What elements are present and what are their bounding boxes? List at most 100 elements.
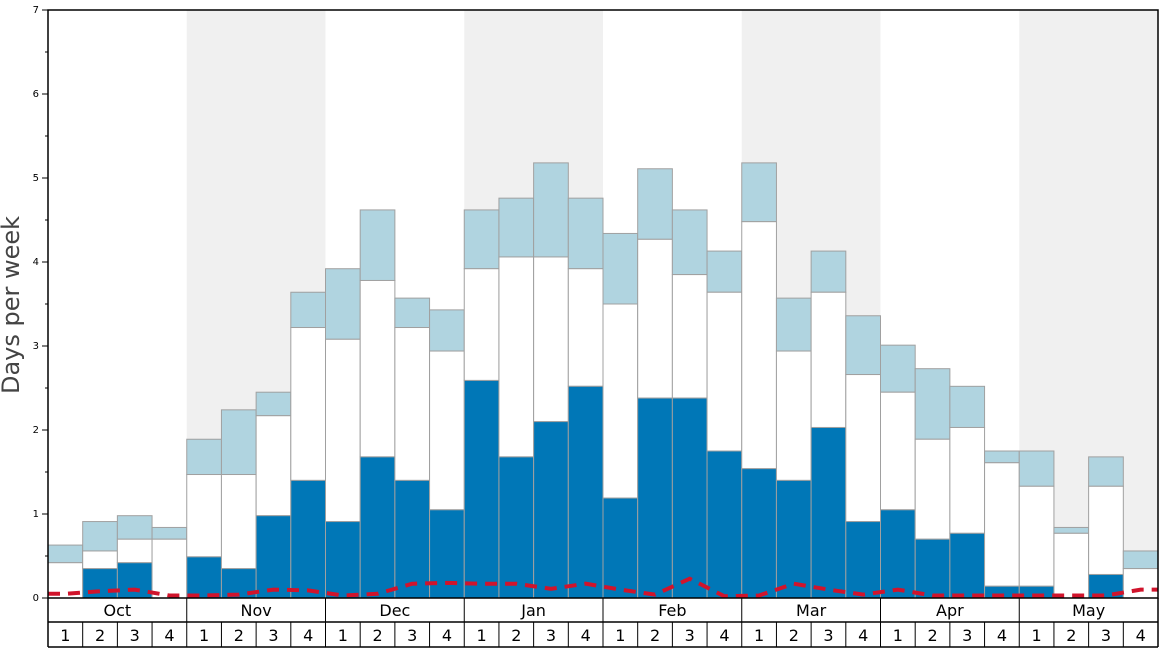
bar-light-segment <box>914 368 951 440</box>
bar-light-segment <box>533 162 569 258</box>
bar-dark-segment <box>775 479 812 599</box>
bar-light-segment <box>429 309 465 352</box>
month-label-nov: Nov <box>241 601 272 620</box>
bar-white-segment <box>706 291 743 452</box>
week-label: 3 <box>962 626 972 645</box>
y-tick-label: 5 <box>33 173 39 184</box>
bar-light-segment <box>567 197 604 270</box>
week-label: 2 <box>650 626 660 645</box>
week-label: 1 <box>60 626 70 645</box>
bar-white-segment <box>671 274 708 399</box>
bar-dark-segment <box>359 456 396 599</box>
bar-dark-segment <box>463 379 500 599</box>
bar-light-segment <box>359 209 396 281</box>
month-label-jan: Jan <box>520 601 546 620</box>
week-label: 4 <box>858 626 868 645</box>
bar-white-segment <box>1018 485 1055 587</box>
bar-white-segment <box>463 268 500 381</box>
month-label-feb: Feb <box>658 601 686 620</box>
bar-light-segment <box>151 526 188 540</box>
bar-dark-segment <box>706 450 743 599</box>
y-axis-label: Days per week <box>0 216 25 394</box>
month-label-mar: Mar <box>796 601 827 620</box>
bar-dark-segment <box>637 397 673 599</box>
bar-white-segment <box>116 538 153 564</box>
bar-light-segment <box>1018 450 1055 487</box>
week-label: 4 <box>303 626 313 645</box>
bar-white-segment <box>637 238 673 399</box>
bar-light-segment <box>463 209 500 270</box>
bar-light-segment <box>810 250 847 293</box>
bar-white-segment <box>845 374 881 523</box>
bar-light-segment <box>255 391 292 417</box>
bar-dark-segment <box>845 521 881 599</box>
bar-light-segment <box>498 197 535 258</box>
week-label: 4 <box>164 626 174 645</box>
week-label: 3 <box>546 626 556 645</box>
bar-light-segment <box>116 515 153 540</box>
bar-white-segment <box>1053 532 1090 599</box>
week-label: 3 <box>823 626 833 645</box>
bar-dark-segment <box>290 479 326 599</box>
bar-dark-segment <box>567 385 604 599</box>
bar-dark-segment <box>810 426 847 599</box>
y-tick-label: 1 <box>33 509 39 520</box>
bar-dark-segment <box>949 532 986 599</box>
week-label: 2 <box>234 626 244 645</box>
week-label: 2 <box>1066 626 1076 645</box>
bar-dark-segment <box>602 497 639 599</box>
bar-white-segment <box>1122 568 1159 599</box>
bar-white-segment <box>186 474 222 558</box>
bar-white-segment <box>602 303 639 499</box>
week-label: 3 <box>268 626 278 645</box>
month-label-dec: Dec <box>379 601 410 620</box>
bar-dark-segment <box>671 397 708 599</box>
bar-dark-segment <box>880 509 916 599</box>
week-label: 1 <box>754 626 764 645</box>
bar-white-segment <box>880 391 916 511</box>
week-label: 3 <box>685 626 695 645</box>
bar-light-segment <box>220 409 257 476</box>
week-label: 1 <box>199 626 209 645</box>
month-label-may: May <box>1072 601 1105 620</box>
bar-dark-segment <box>186 556 222 599</box>
y-tick-label: 7 <box>33 5 39 16</box>
y-tick-label: 3 <box>33 341 39 352</box>
bar-white-segment <box>914 438 951 540</box>
bar-dark-segment <box>741 468 777 599</box>
week-label: 4 <box>997 626 1007 645</box>
week-label: 2 <box>372 626 382 645</box>
bar-light-segment <box>82 521 118 552</box>
bar-white-segment <box>359 279 396 458</box>
bar-light-segment <box>775 297 812 352</box>
bar-light-segment <box>602 232 639 305</box>
bar-light-segment <box>637 168 673 240</box>
bar-light-segment <box>1122 550 1159 570</box>
bar-white-segment <box>220 474 257 570</box>
bar-dark-segment <box>325 521 361 599</box>
bar-white-segment <box>290 327 326 481</box>
week-label: 1 <box>477 626 487 645</box>
week-label: 3 <box>1101 626 1111 645</box>
bar-dark-segment <box>498 456 535 599</box>
bar-white-segment <box>394 327 431 481</box>
bar-white-segment <box>567 268 604 387</box>
bar-white-segment <box>741 221 777 470</box>
bar-dark-segment <box>394 479 431 599</box>
week-label: 4 <box>1136 626 1146 645</box>
y-tick-label: 0 <box>33 593 39 604</box>
bar-light-segment <box>1088 456 1124 487</box>
x-axis: Oct Nov Dec Jan Feb Mar Apr May 1 2 3 4 1 2 3 4 1 2 3 4 1 2 3 4… <box>47 598 1159 648</box>
bar-white-segment <box>533 256 569 423</box>
week-label: 2 <box>95 626 105 645</box>
bar-dark-segment <box>914 538 951 599</box>
bar-dark-segment <box>116 562 153 599</box>
bar-white-segment <box>1088 485 1124 575</box>
bar-light-segment <box>741 162 777 223</box>
y-tick-label: 4 <box>33 257 39 268</box>
bar-white-segment <box>949 426 986 534</box>
week-label: 3 <box>407 626 417 645</box>
week-label: 1 <box>893 626 903 645</box>
week-label: 2 <box>927 626 937 645</box>
week-label: 2 <box>789 626 799 645</box>
